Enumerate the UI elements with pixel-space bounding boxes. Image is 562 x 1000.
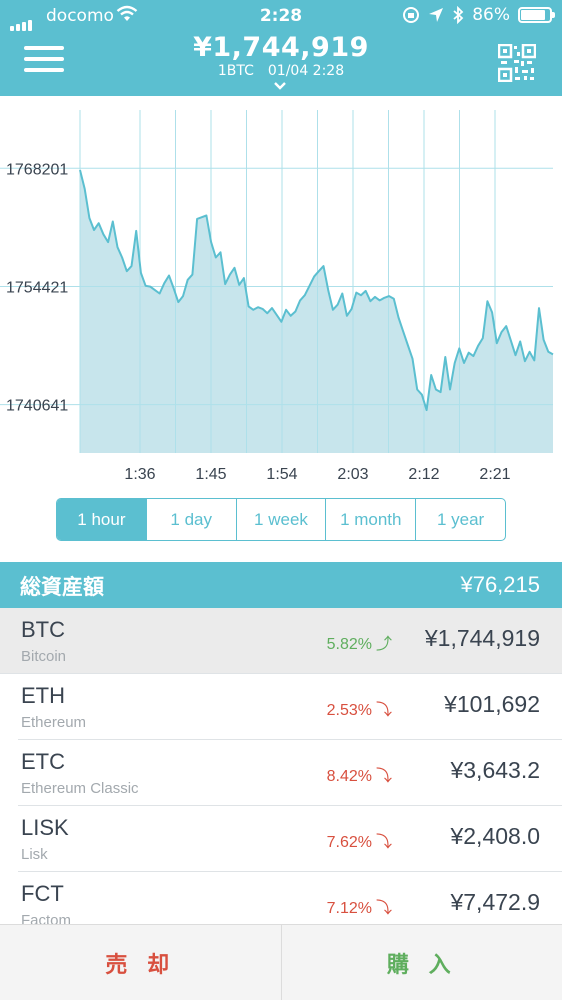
tab-1-week[interactable]: 1 week (237, 499, 327, 540)
trend-up-icon: ⤴ (375, 636, 392, 653)
coin-row-lisk[interactable]: LISK Lisk 7.62% ⤵ ¥2,408.0 (18, 806, 562, 872)
coin-change: 2.53% ⤵ (327, 696, 392, 720)
trend-down-icon: ⤵ (375, 900, 392, 917)
location-arrow-icon (429, 8, 444, 22)
tab-1-hour[interactable]: 1 hour (57, 499, 147, 540)
y-tick-label: 1740641 (6, 398, 68, 415)
coin-price: ¥2,408.0 (450, 823, 540, 849)
coin-row-eth[interactable]: ETH Ethereum 2.53% ⤵ ¥101,692 (18, 674, 562, 740)
header-bar: docomo 2:28 86% ¥1,744,919 1BTC 01/04 2:2 (0, 0, 562, 96)
status-time: 2:28 (259, 6, 303, 26)
coin-symbol: ETH (21, 683, 65, 708)
tab-1-year[interactable]: 1 year (436, 509, 485, 529)
coin-change: 7.12% ⤵ (327, 894, 392, 918)
pair-label: 1BTC (217, 63, 254, 79)
y-tick-label: 1768201 (6, 161, 68, 178)
trend-down-icon: ⤵ (375, 834, 392, 851)
trend-down-icon: ⤵ (375, 702, 392, 719)
coin-change: 7.62% ⤵ (327, 828, 392, 852)
chevron-down-icon[interactable] (272, 79, 288, 93)
coin-change: 8.42% ⤵ (327, 762, 392, 786)
coin-price: ¥101,692 (444, 691, 540, 717)
coin-price: ¥1,744,919 (424, 625, 540, 651)
status-bar: docomo 2:28 86% (0, 0, 562, 32)
total-assets-value: ¥76,215 (460, 572, 540, 597)
coin-row-etc[interactable]: ETC Ethereum Classic 8.42% ⤵ ¥3,643.2 (18, 740, 562, 806)
orientation-lock-icon (403, 7, 420, 23)
sell-button[interactable]: 売 却 (0, 925, 282, 1000)
x-tick-label: 2:21 (479, 466, 510, 483)
status-right: 86% (402, 5, 555, 25)
coin-symbol: BTC (21, 617, 65, 642)
coin-row-fct[interactable]: FCT Factom 7.12% ⤵ ¥7,472.9 (18, 872, 562, 924)
coin-name: Factom (21, 912, 72, 924)
bluetooth-icon (453, 6, 464, 24)
battery-percent: 86% (472, 5, 510, 25)
action-bar: 売 却 購 入 (0, 924, 562, 1000)
price-subtitle: 1BTC 01/04 2:28 (0, 63, 562, 79)
coin-change: 5.82% ⤴ (327, 630, 392, 654)
coin-name: Bitcoin (21, 648, 67, 665)
coin-row-btc[interactable]: BTC Bitcoin 5.82% ⤴ ¥1,744,919 (0, 608, 562, 674)
battery-icon (518, 7, 555, 23)
coin-change-value: 2.53% (326, 702, 372, 719)
price-chart[interactable]: 1768201 1754421 1740641 1:36 1:45 1:54 2:03 2:1… (0, 96, 562, 486)
carrier-name: docomo (46, 6, 114, 26)
chart-area-fill (80, 170, 553, 453)
coin-change-value: 5.82% (326, 636, 372, 653)
coin-list: BTC Bitcoin 5.82% ⤴ ¥1,744,919 ETH Ethere… (0, 608, 562, 924)
wifi-icon (116, 5, 138, 21)
price-datetime: 01/04 2:28 (267, 63, 345, 79)
tab-1-day[interactable]: 1 day (147, 499, 237, 540)
buy-button[interactable]: 購 入 (386, 952, 457, 978)
x-tick-label: 2:12 (408, 466, 439, 483)
price-chart-svg: 1768201 1754421 1740641 1:36 1:45 1:54 2:03 2:1… (0, 110, 554, 483)
menu-icon[interactable] (24, 46, 64, 76)
coin-change-value: 7.12% (326, 900, 372, 917)
coin-change-value: 8.42% (326, 768, 372, 785)
tab-1-month[interactable]: 1 month (326, 499, 417, 540)
chart-price-line (79, 169, 554, 412)
x-tick-label: 1:54 (266, 466, 297, 483)
trend-down-icon: ⤵ (375, 768, 392, 785)
cellular-signal-icon (10, 11, 34, 31)
x-tick-label: 2:03 (337, 466, 368, 483)
total-assets-bar: 総資産額 ¥76,215 (0, 562, 562, 608)
total-assets-label: 総資産額 (20, 575, 104, 599)
coin-symbol: FCT (21, 881, 64, 906)
coin-name: Lisk (21, 846, 48, 863)
x-tick-label: 1:45 (195, 466, 226, 483)
coin-price: ¥3,643.2 (450, 757, 540, 783)
range-tabs: 1 hour 1 day 1 week 1 month 1 year (56, 498, 506, 541)
coin-price: ¥7,472.9 (450, 889, 540, 915)
coin-symbol: ETC (21, 749, 65, 774)
current-price: ¥1,744,919 (193, 32, 369, 63)
y-tick-label: 1754421 (6, 279, 68, 296)
x-tick-label: 1:36 (124, 466, 155, 483)
coin-change-value: 7.62% (326, 834, 372, 851)
coin-name: Ethereum (21, 714, 87, 731)
qr-code-icon[interactable] (498, 44, 536, 82)
coin-name: Ethereum Classic (21, 780, 139, 797)
coin-symbol: LISK (21, 815, 69, 840)
